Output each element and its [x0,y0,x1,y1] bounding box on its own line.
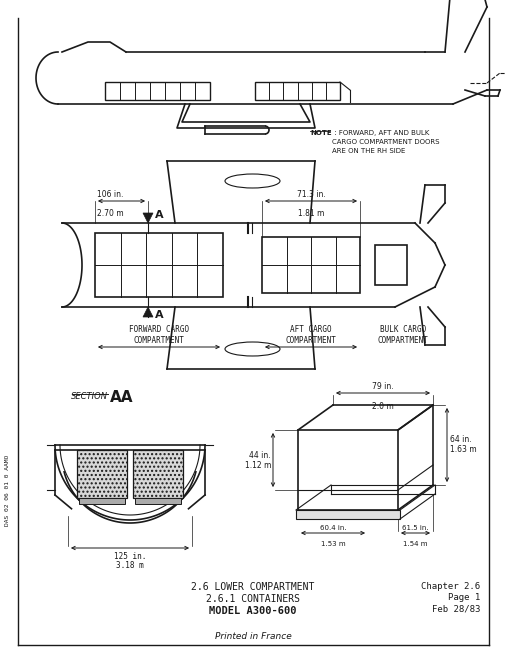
Bar [77,450,127,498]
Text: 1.54 m: 1.54 m [403,541,428,547]
Text: 1.53 m: 1.53 m [321,541,345,547]
Text: FORWARD CARGO: FORWARD CARGO [129,325,189,334]
Bar [262,237,360,293]
Text: DAS 02 06 01 0 AAMO: DAS 02 06 01 0 AAMO [6,454,11,525]
Text: A: A [155,310,164,320]
Text: ARE ON THE RH SIDE: ARE ON THE RH SIDE [332,148,406,154]
Text: COMPARTMENT: COMPARTMENT [378,336,428,345]
Bar [105,82,210,100]
Text: SECTION: SECTION [71,392,108,401]
Text: AFT CARGO: AFT CARGO [290,325,332,334]
Text: Feb 28/83: Feb 28/83 [431,604,480,613]
Text: 64 in.: 64 in. [450,434,472,443]
Text: NOTE: NOTE [310,130,332,136]
Text: 2.70 m: 2.70 m [97,209,124,218]
Text: MODEL A300-600: MODEL A300-600 [209,606,297,616]
Polygon shape [143,213,153,223]
Text: 79 in.: 79 in. [372,382,394,391]
Text: 44 in.: 44 in. [249,450,271,460]
Text: 2.6.1 CONTAINERS: 2.6.1 CONTAINERS [206,594,300,604]
Text: BULK CARGO: BULK CARGO [380,325,426,334]
Text: Chapter 2.6: Chapter 2.6 [421,582,480,591]
Bar [79,498,125,504]
Text: 3.18 m: 3.18 m [116,561,144,570]
Text: 1.12 m: 1.12 m [244,460,271,469]
Text: Printed in France: Printed in France [214,632,292,641]
Bar [133,450,183,498]
Text: 71.3 in.: 71.3 in. [297,190,325,199]
Text: 2.6 LOWER COMPARTMENT: 2.6 LOWER COMPARTMENT [191,582,315,592]
Bar [298,430,398,510]
Text: 1.63 m: 1.63 m [450,445,477,454]
Text: 125 in.: 125 in. [114,552,146,561]
Text: COMPARTMENT: COMPARTMENT [133,336,185,345]
Bar [95,233,223,297]
Bar [255,82,340,100]
Bar [296,510,400,519]
Text: COMPARTMENT: COMPARTMENT [285,336,337,345]
Text: Page 1: Page 1 [448,593,480,602]
Text: 60.4 in.: 60.4 in. [320,525,346,531]
Text: : FORWARD, AFT AND BULK: : FORWARD, AFT AND BULK [332,130,429,136]
Text: AA: AA [110,390,133,405]
Text: 2.0 m: 2.0 m [372,402,394,411]
Text: CARGO COMPARTMENT DOORS: CARGO COMPARTMENT DOORS [332,139,440,145]
Bar [135,498,181,504]
Text: 106 in.: 106 in. [97,190,123,199]
Bar [375,245,407,285]
Polygon shape [143,307,153,317]
Text: 1.81 m: 1.81 m [298,209,324,218]
Text: A: A [155,210,164,220]
Text: 61.5 in.: 61.5 in. [402,525,429,531]
